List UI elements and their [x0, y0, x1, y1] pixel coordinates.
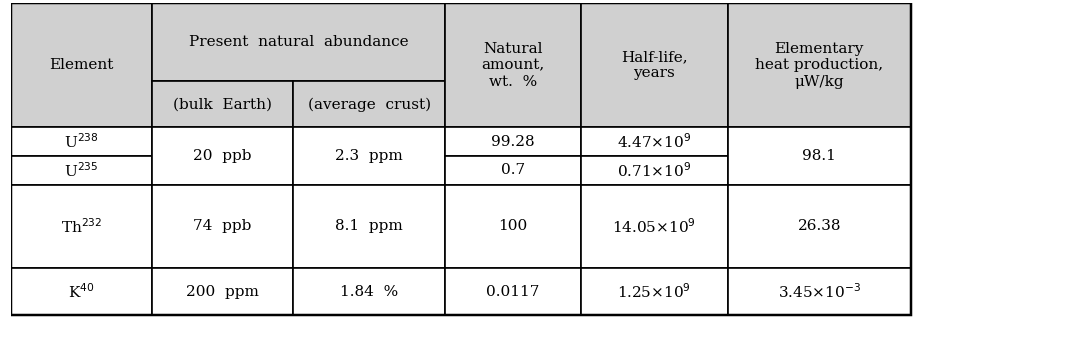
Bar	[152, 81, 294, 127]
Text: Element: Element	[49, 58, 113, 72]
Bar	[11, 185, 152, 268]
Bar	[581, 3, 727, 127]
Bar	[581, 268, 727, 316]
Bar	[11, 127, 152, 156]
Bar	[727, 3, 911, 127]
Text: 99.28: 99.28	[491, 135, 535, 149]
Text: Half-life,
years: Half-life, years	[622, 50, 688, 80]
Text: Th$^{232}$: Th$^{232}$	[61, 217, 103, 236]
Text: 98.1: 98.1	[802, 149, 836, 163]
Bar	[445, 3, 581, 127]
Bar	[727, 127, 911, 185]
Bar	[11, 268, 152, 316]
Text: 26.38: 26.38	[798, 219, 841, 234]
Text: 4.47×10$^{9}$: 4.47×10$^{9}$	[617, 132, 691, 151]
Text: 3.45×10$^{-3}$: 3.45×10$^{-3}$	[778, 282, 861, 301]
Text: 1.84  %: 1.84 %	[340, 285, 398, 299]
Text: 1.25×10$^{9}$: 1.25×10$^{9}$	[617, 282, 691, 301]
Text: U$^{238}$: U$^{238}$	[64, 132, 98, 151]
Bar	[294, 127, 445, 185]
Bar	[581, 185, 727, 268]
Bar	[727, 185, 911, 268]
Bar	[727, 268, 911, 316]
Text: 20  ppb: 20 ppb	[193, 149, 252, 163]
Text: Natural
amount,
wt.  %: Natural amount, wt. %	[482, 42, 545, 89]
Text: 0.0117: 0.0117	[486, 285, 539, 299]
Bar	[581, 127, 727, 156]
Text: 200  ppm: 200 ppm	[186, 285, 260, 299]
Bar	[152, 3, 445, 81]
Bar	[294, 268, 445, 316]
Text: U$^{235}$: U$^{235}$	[64, 161, 98, 180]
Bar	[152, 268, 294, 316]
Text: K$^{40}$: K$^{40}$	[68, 282, 95, 301]
Bar	[11, 3, 152, 127]
Bar	[445, 185, 581, 268]
Bar	[445, 127, 581, 156]
Bar	[294, 185, 445, 268]
Bar	[152, 185, 294, 268]
Bar	[152, 127, 294, 185]
Text: 100: 100	[499, 219, 528, 234]
Bar	[581, 156, 727, 185]
Bar	[445, 156, 581, 185]
Text: 2.3  ppm: 2.3 ppm	[335, 149, 403, 163]
Text: 8.1  ppm: 8.1 ppm	[335, 219, 403, 234]
Text: (average  crust): (average crust)	[308, 97, 430, 111]
Text: 0.7: 0.7	[501, 163, 525, 177]
Text: Present  natural  abundance: Present natural abundance	[189, 35, 408, 49]
Text: 0.71×10$^{9}$: 0.71×10$^{9}$	[617, 161, 691, 180]
Bar	[11, 3, 911, 316]
Text: Elementary
heat production,
μW/kg: Elementary heat production, μW/kg	[755, 42, 883, 89]
Text: 74  ppb: 74 ppb	[193, 219, 252, 234]
Bar	[294, 81, 445, 127]
Text: 14.05×10$^{9}$: 14.05×10$^{9}$	[612, 217, 696, 236]
Bar	[445, 268, 581, 316]
Text: (bulk  Earth): (bulk Earth)	[173, 97, 272, 111]
Bar	[11, 156, 152, 185]
